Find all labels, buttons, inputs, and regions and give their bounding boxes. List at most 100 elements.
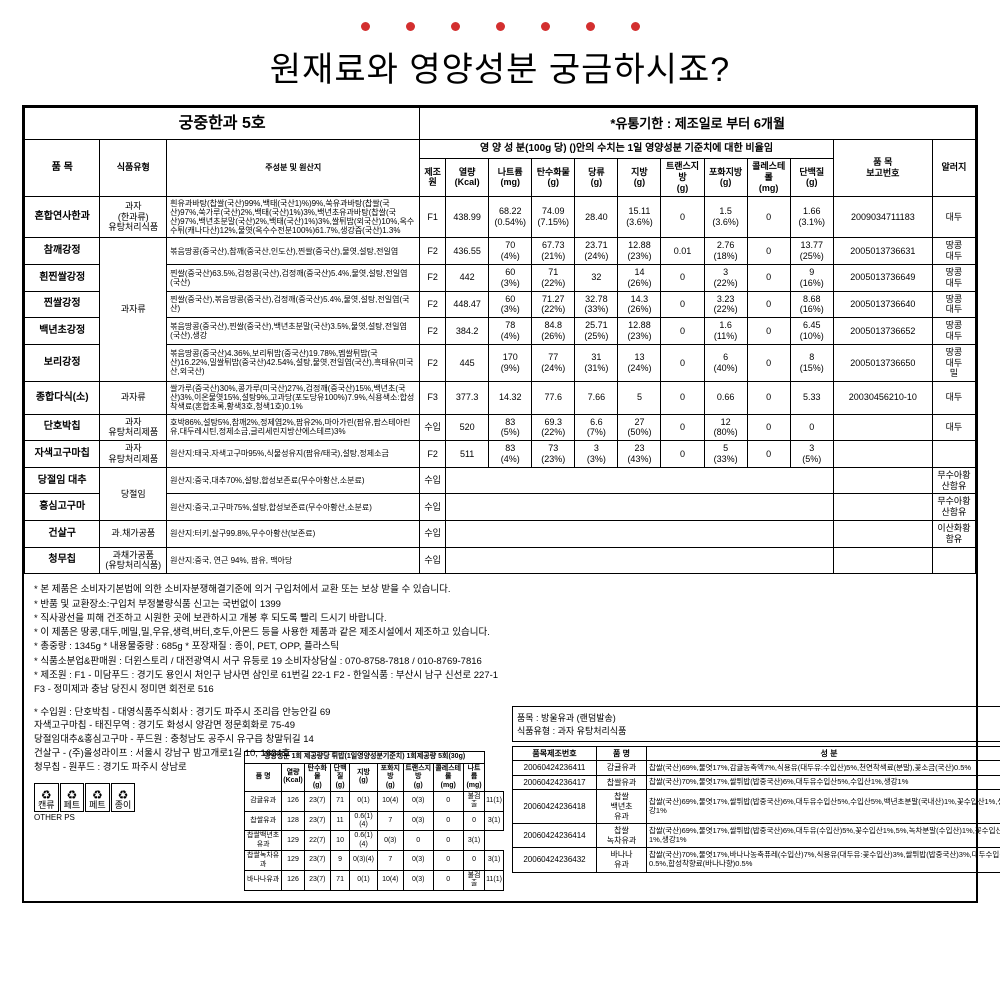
protein: 0 <box>790 414 833 441</box>
ingredients: 찐쌀(중국산),볶음땅콩(중국산),검정깨(중국산)5.4%,물엿,설탕,전일염… <box>167 291 420 318</box>
carbs: 73 (23%) <box>532 441 575 468</box>
ingredients: 찐쌀(중국산)63.5%,검정콩(국산),검정깨(중국산)5.4%,물엿,설탕,… <box>167 264 420 291</box>
comp-hdr-name: 품 명 <box>597 746 647 761</box>
mini-col: 열량 (Kcal) <box>282 763 304 791</box>
food-type: 과.채가공품 <box>100 521 167 548</box>
item-name: 단호박칩 <box>25 414 100 441</box>
item-name: 청무칩 <box>25 547 100 574</box>
ingredients: 호박86%,설탕5%,참깨2%,정제염2%,팜유2%,마아가린(팜유,팜스테아린… <box>167 414 420 441</box>
sodium: 83 (4%) <box>489 441 532 468</box>
note-line: * 식품소분업&판매원 : 더윈스토리 / 대전광역시 서구 유등로 19 소비… <box>34 655 966 668</box>
hdr-chol: 콜레스테롤 (mg) <box>747 159 790 196</box>
report <box>833 467 932 494</box>
satfat: 0.66 <box>704 382 747 415</box>
report: 2005013736652 <box>833 318 932 345</box>
sugar: 23.71 (24%) <box>575 238 618 265</box>
prod-info-box: 품목 : 방울유과 (랜덤발송) 식품유형 : 과자 유탕처리식품 <box>512 706 1000 742</box>
fat: 13 (24%) <box>618 344 661 381</box>
report: 2005013736649 <box>833 264 932 291</box>
fat: 27 (50%) <box>618 414 661 441</box>
comp-row: 20060424236414찹쌀 녹차유과찹쌀(국산)69%,물엿17%,쌀튀밥… <box>513 824 1000 848</box>
ingredients: 흰유과바탕(찹쌀(국산)99%,백태(국산1)%)9%,쑥유과바탕(찹쌀(국산)… <box>167 196 420 238</box>
food-type: 과자류 <box>100 238 167 382</box>
recycle-icon: 캔류 <box>34 783 59 812</box>
comp-row: 20060424236432바나나 유과찹쌀(국산)70%,물엿17%,바나나농… <box>513 848 1000 872</box>
empty <box>446 467 834 494</box>
table-row: 백년초강정볶음땅콩(중국산),찐쌀(중국산),백년초분말(국산)3.5%,물엿,… <box>25 318 976 345</box>
hdr-mfg: 제조원 <box>420 159 446 196</box>
hdr-carbs: 탄수화물 (g) <box>532 159 575 196</box>
item-name: 종합다식(소) <box>25 382 100 415</box>
comp-ingr: 찹쌀(국산)69%,물엿17%,쌀튀밥(밥중국산)6%,대두유(수입산)5%,꽃… <box>647 824 1000 848</box>
allergy <box>932 441 975 468</box>
trans: 0 <box>661 291 704 318</box>
mini-nutrition-table: 영양성분 1회 제공량당 튀밥(1일영양성분기준치) 1회제공량 5회(30g)… <box>244 751 504 890</box>
sugar: 25.71 (25%) <box>575 318 618 345</box>
recycle-icon: 페트 <box>60 783 85 812</box>
mfg: 수입 <box>420 467 446 494</box>
food-type: 과자 유탕처리제품 <box>100 414 167 441</box>
ingredients: 볶음땅콩(중국산),찐쌀(중국산),백년초분말(국산)3.5%,물엿,설탕,전일… <box>167 318 420 345</box>
nutrition-note: 영 양 성 분(100g 당) ()안의 수치는 1일 영양성분 기준치에 대한… <box>420 140 834 159</box>
allergy <box>932 547 975 574</box>
carbs: 77 (24%) <box>532 344 575 381</box>
supplier-line: 자색고구마칩 - 태진무역 : 경기도 화성시 양감면 정문회화로 75-49 <box>34 720 504 733</box>
fat: 23 (43%) <box>618 441 661 468</box>
report: 2005013736631 <box>833 238 932 265</box>
mfg: 수입 <box>420 547 446 574</box>
trans: 0 <box>661 382 704 415</box>
satfat: 12 (80%) <box>704 414 747 441</box>
carbs: 71 (22%) <box>532 264 575 291</box>
mfg: F2 <box>420 291 446 318</box>
supplier-line: * 수입원 : 단호박칩 - 대영식품주식회사 : 경기도 파주시 조리읍 안능… <box>34 707 504 720</box>
kcal: 445 <box>446 344 489 381</box>
protein: 13.77 (25%) <box>790 238 833 265</box>
fat: 14 (26%) <box>618 264 661 291</box>
item-name: 자색고구마칩 <box>25 441 100 468</box>
kcal: 438.99 <box>446 196 489 238</box>
trans: 0 <box>661 318 704 345</box>
allergy: 대두 <box>932 414 975 441</box>
chol: 0 <box>747 414 790 441</box>
mfg: F2 <box>420 318 446 345</box>
mfg: F2 <box>420 264 446 291</box>
fat: 12.88 (23%) <box>618 238 661 265</box>
protein: 9 (16%) <box>790 264 833 291</box>
item-name: 당절임 대추 <box>25 467 100 494</box>
mini-row: 바나나유과12623(7)710(1)10(4)0(3)0불검출11(1) <box>245 871 504 891</box>
hdr-sugar: 당류 (g) <box>575 159 618 196</box>
bottom-area: * 수입원 : 단호박칩 - 대영식품주식회사 : 경기도 파주시 조리읍 안능… <box>24 706 976 901</box>
ingredients: 쌀가루(중국산)30%,콩가루(미국산)27%,검정깨(중국산)15%,백년초(… <box>167 382 420 415</box>
table-row: 자색고구마칩과자 유탕처리제품원산지:태국.자색고구마95%,식물성유지(팜유/… <box>25 441 976 468</box>
prod-info-l2: 식품유형 : 과자 유탕처리식품 <box>517 724 1000 737</box>
protein: 8.68 (16%) <box>790 291 833 318</box>
comp-name: 감귤유과 <box>597 761 647 776</box>
comp-code: 20060424236418 <box>513 790 597 824</box>
chol: 0 <box>747 318 790 345</box>
empty <box>446 521 834 548</box>
comp-ingr: 찹쌀(국산)70%,물엿17%,바나나농축퓨레(수입산)7%,식용유(대두유:꽃… <box>647 848 1000 872</box>
item-name: 찐쌀강정 <box>25 291 100 318</box>
mini-header: 영양성분 1회 제공량당 튀밥(1일영양성분기준치) 1회제공량 5회(30g) <box>245 752 485 763</box>
mini-col: 지방 (g) <box>350 763 377 791</box>
ingredients: 원산지:터키,살구99.8%,무수아황산(보존료) <box>167 521 420 548</box>
mini-row: 감귤유과12623(7)710(1)10(4)0(3)0불검출11(1) <box>245 791 504 811</box>
note-line: * 반품 및 교환장소:구입처 부정불량식품 신고는 국번없이 1399 <box>34 598 966 611</box>
hdr-protein: 단백질 (g) <box>790 159 833 196</box>
item-name: 보리강정 <box>25 344 100 381</box>
note-line: * 제조원 : F1 - 미담푸드 : 경기도 용인시 처인구 남사면 삼인로 … <box>34 669 966 682</box>
hdr-allergy: 알러지 <box>932 140 975 196</box>
sodium: 60 (3%) <box>489 264 532 291</box>
notes-block: * 본 제품은 소비자기본법에 의한 소비자분쟁해결기준에 의거 구입처에서 교… <box>24 574 976 705</box>
carbs: 84.8 (26%) <box>532 318 575 345</box>
empty <box>446 547 834 574</box>
satfat: 3.23 (22%) <box>704 291 747 318</box>
table-row: 참깨강정과자류볶음땅콩(중국산),참깨(중국산,인도산),찐쌀(중국산),물엿,… <box>25 238 976 265</box>
protein: 3 (5%) <box>790 441 833 468</box>
comp-code: 20060424236414 <box>513 824 597 848</box>
protein: 6.45 (10%) <box>790 318 833 345</box>
mfg: F3 <box>420 382 446 415</box>
kcal: 520 <box>446 414 489 441</box>
mfg: 수입 <box>420 521 446 548</box>
table-row: 홍심고구마원산지:중국,고구마75%,설탕,합성보존료(무수아황산,소분료)수입… <box>25 494 976 521</box>
